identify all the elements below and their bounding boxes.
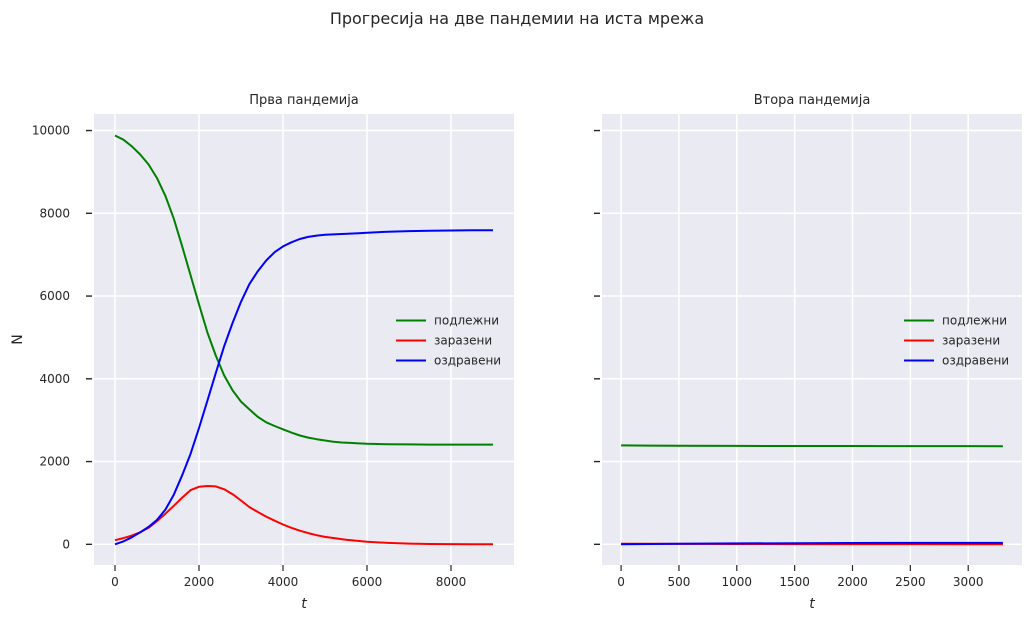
y-tick-label: 10000 — [32, 124, 70, 138]
series-line-3 — [114, 229, 493, 546]
legend: подлежни заразени оздравени — [396, 314, 501, 368]
panel-title: Прва пандемија — [249, 93, 359, 108]
series-line-3 — [621, 541, 1003, 546]
x-axis-label: t — [809, 596, 815, 612]
x-tick-label: 6000 — [352, 575, 383, 589]
legend: подлежни заразени оздравени — [904, 314, 1009, 368]
x-tick-label: 1000 — [722, 575, 753, 589]
x-tick-label: 4000 — [268, 575, 299, 589]
x-tick-label: 2000 — [184, 575, 215, 589]
legend-label: оздравени — [434, 354, 501, 368]
plot-background — [94, 114, 514, 565]
x-tick-label: 0 — [617, 575, 625, 589]
panel-2: 0 500 1000 1500 2000 2500 3000 Втора пандемија t… — [594, 93, 1022, 612]
y-tick-label: 0 — [62, 537, 70, 551]
legend-label: подлежни — [434, 314, 499, 328]
y-tick-label: 2000 — [39, 455, 70, 469]
series-line-1 — [114, 134, 493, 446]
panel-1: 0 2000 4000 6000 8000 0 2000 4000 6000 8000 10000 П… — [10, 93, 514, 612]
legend-label: заразени — [434, 334, 492, 348]
x-axis-label: t — [301, 596, 307, 612]
legend-label: оздравени — [942, 354, 1009, 368]
y-tick-label: 6000 — [39, 289, 70, 303]
x-tick-label: 8000 — [436, 575, 467, 589]
x-tick-label: 3000 — [953, 575, 984, 589]
x-tick-label: 1500 — [779, 575, 810, 589]
x-tick-label: 500 — [667, 575, 690, 589]
series-group — [621, 444, 1003, 546]
x-tick-label: 0 — [111, 575, 119, 589]
x-tick-label: 2000 — [837, 575, 868, 589]
series-line-2 — [114, 485, 494, 546]
x-tick-label: 2500 — [895, 575, 926, 589]
plot-background — [602, 114, 1022, 565]
y-tick-label: 8000 — [39, 206, 70, 220]
y-axis-label: N — [10, 334, 26, 344]
series-line-1 — [621, 444, 1003, 448]
figure-title: Прогресија на две пандемии на иста мрежа — [329, 9, 705, 28]
legend-label: подлежни — [942, 314, 1007, 328]
y-tick-label: 4000 — [39, 372, 70, 386]
series-group — [114, 134, 494, 546]
legend-label: заразени — [942, 334, 1000, 348]
panel-title: Втора пандемија — [754, 93, 871, 108]
